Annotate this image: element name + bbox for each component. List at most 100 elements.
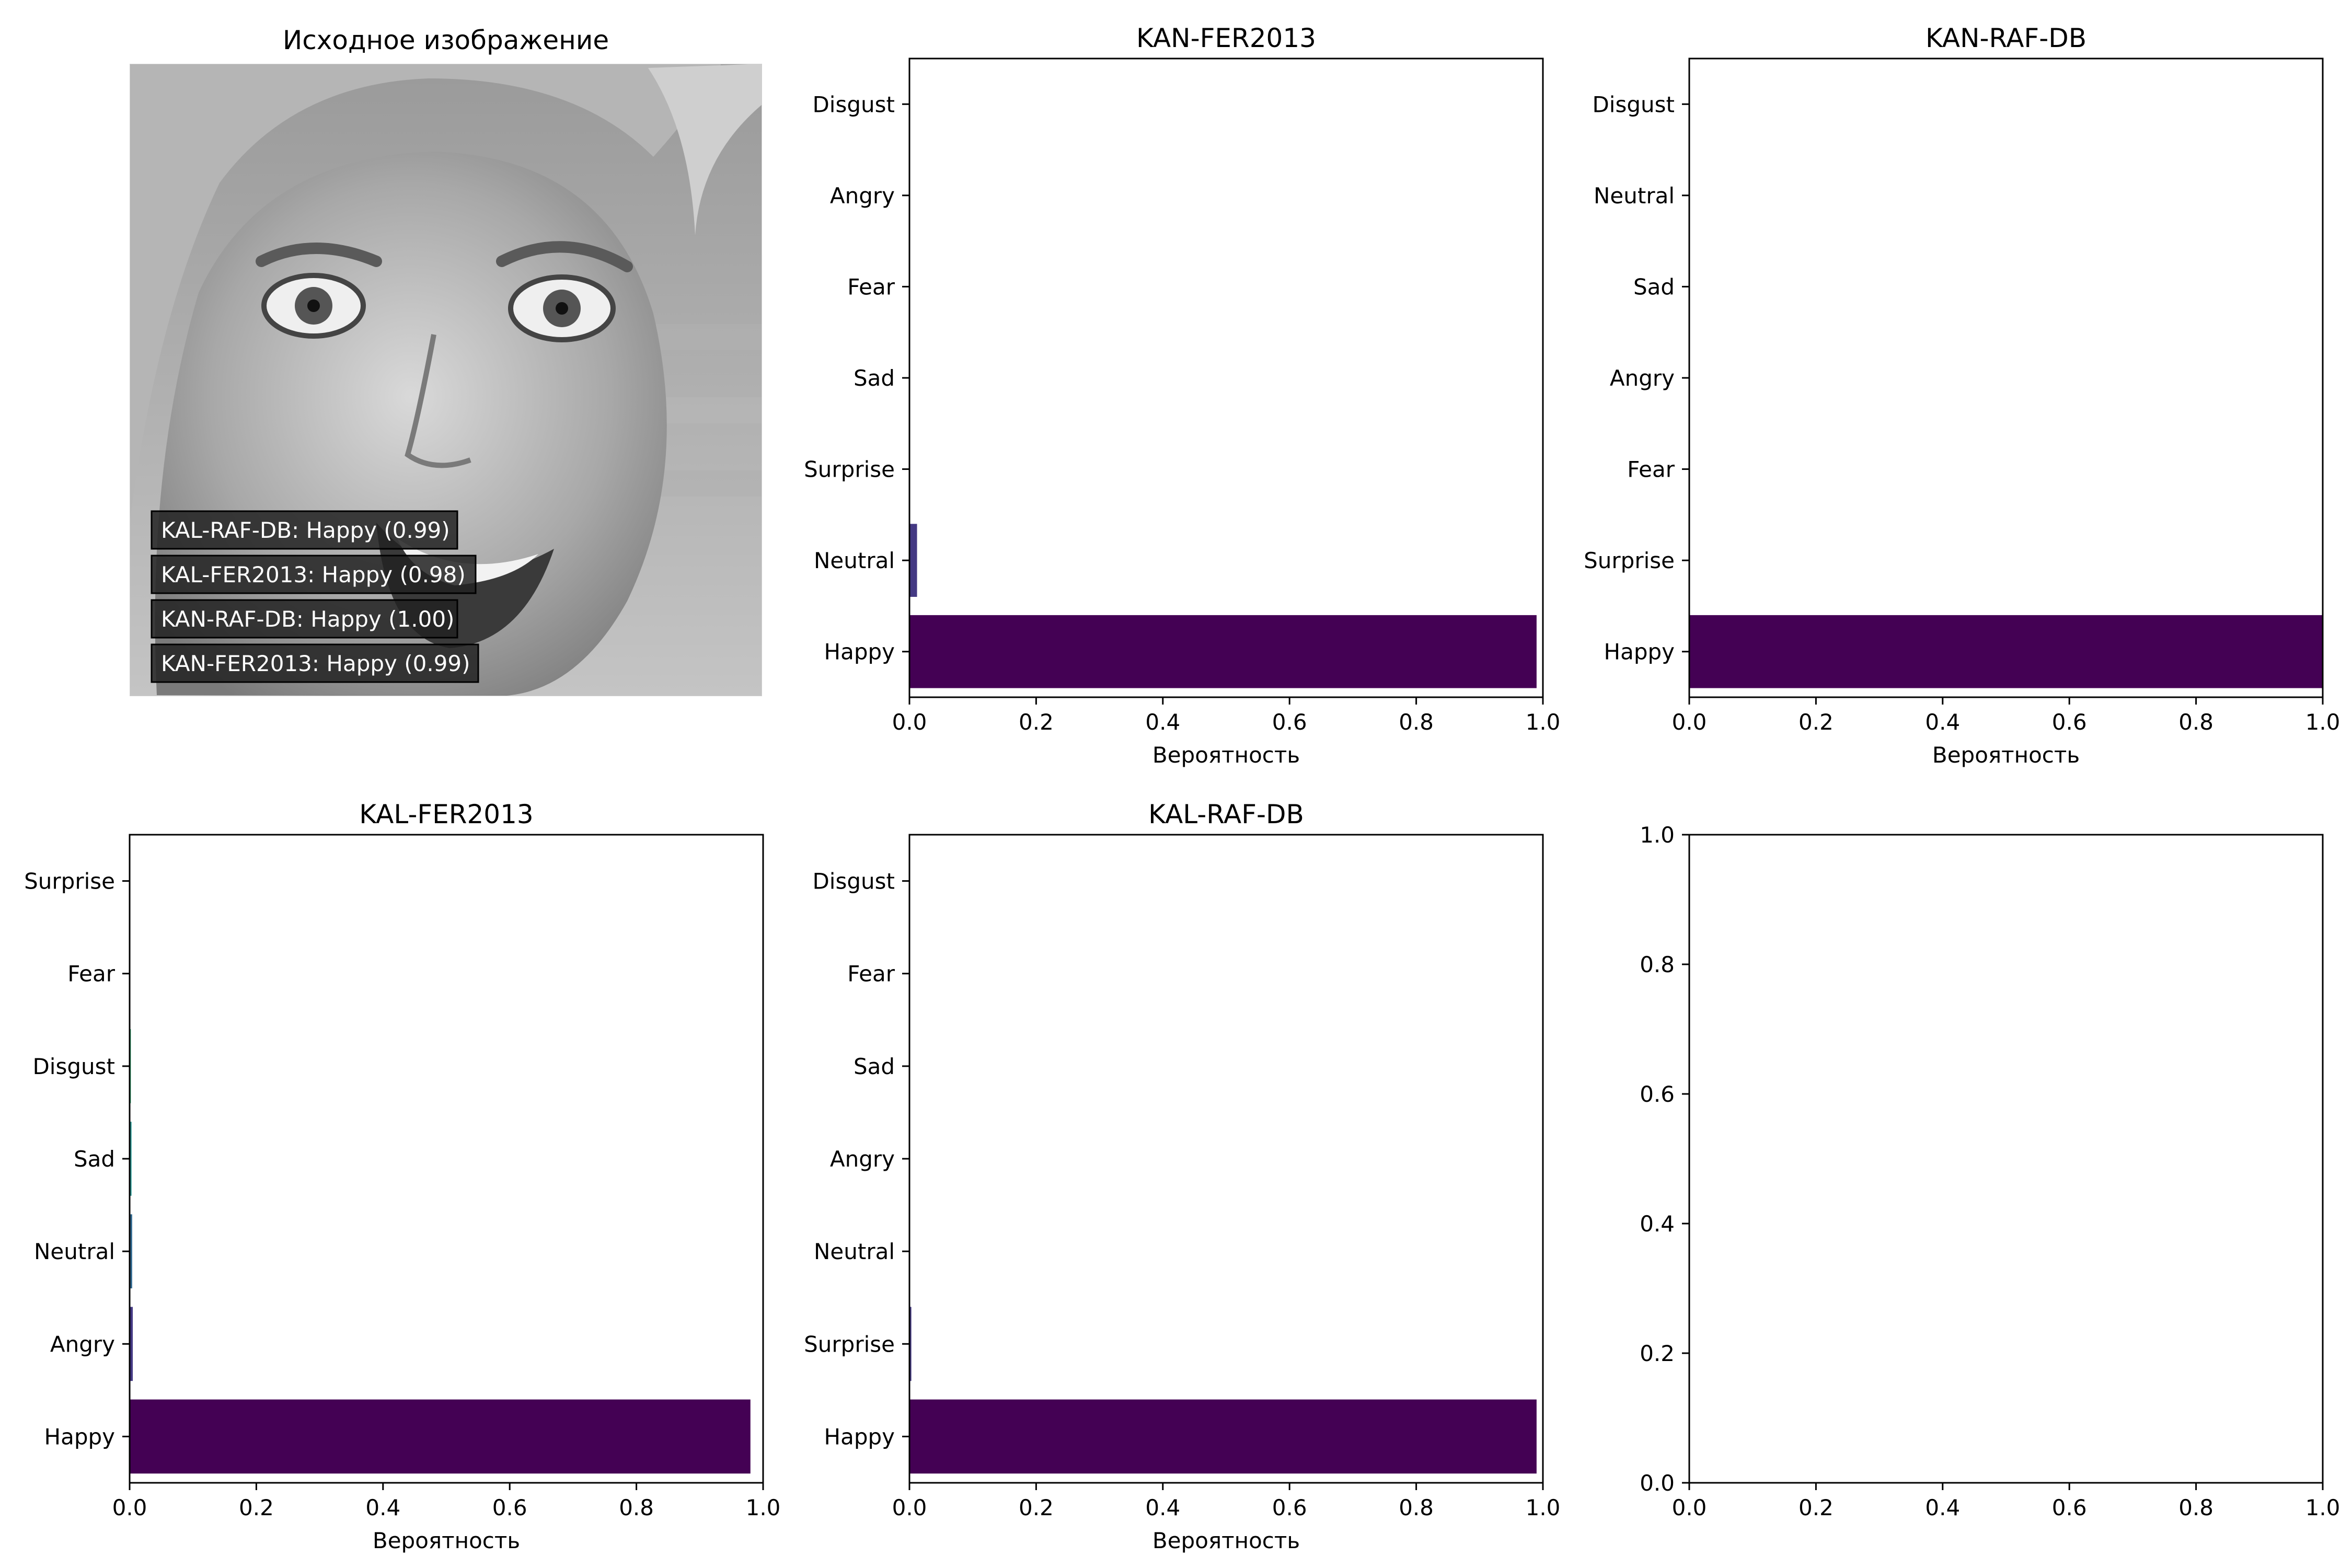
x-axis-label: Вероятность: [373, 1528, 520, 1553]
x-tick-label: 0.0: [892, 1495, 927, 1520]
x-tick-label: 0.2: [1798, 709, 1834, 735]
prediction-label: KAL-RAF-DB: Happy (0.99): [161, 517, 450, 543]
y-tick-label: Neutral: [814, 1239, 895, 1264]
y-tick-label: Disgust: [812, 91, 895, 117]
bar: [130, 1307, 133, 1381]
x-tick-label: 1.0: [1526, 709, 1561, 735]
y-tick-label: Happy: [824, 1424, 895, 1449]
bar: [1689, 615, 2323, 688]
prediction-box: [151, 555, 477, 594]
x-tick-label: 0.6: [1272, 709, 1307, 735]
y-tick-label: Fear: [847, 274, 895, 299]
chart-title: KAL-FER2013: [359, 799, 533, 829]
chart-panel-3: KAL-FER2013 Happy Angry Neutral Sad Disgust Fe…: [24, 799, 780, 1553]
y-tick-label: Happy: [44, 1424, 116, 1449]
prediction-label: KAN-FER2013: Happy (0.99): [161, 651, 470, 676]
x-tick-label: 0.4: [1925, 709, 1960, 735]
y-tick-label: Angry: [50, 1331, 115, 1357]
x-tick-label: 1.0: [2305, 709, 2341, 735]
x-tick-label: 0.2: [1019, 709, 1054, 735]
x-tick-label: 0.6: [2052, 1495, 2087, 1520]
y-tick-label: Surprise: [804, 1331, 895, 1357]
x-tick-label: 0.6: [1272, 1495, 1307, 1520]
x-tick-label: 0.4: [1145, 709, 1180, 735]
x-tick-label: 0.6: [492, 1495, 527, 1520]
y-tick-label: Surprise: [24, 869, 115, 894]
plot-frame: [908, 57, 1544, 698]
bar: [130, 1399, 751, 1474]
x-tick-label: 0.8: [2178, 1495, 2213, 1520]
plot-frame: [1688, 834, 2324, 1484]
y-tick-label: Sad: [1633, 274, 1675, 299]
y-tick-label: Disgust: [32, 1054, 115, 1079]
y-tick-label: Neutral: [34, 1239, 115, 1264]
x-axis-label: Вероятность: [1932, 742, 2080, 768]
y-tick-label: Surprise: [804, 457, 895, 482]
prediction-label: KAN-RAF-DB: Happy (1.00): [161, 606, 454, 632]
y-tick-label: 0.8: [1640, 952, 1675, 977]
y-tick-label: Angry: [830, 1146, 895, 1172]
plot-frame: [129, 834, 764, 1484]
y-tick-label: Sad: [854, 365, 895, 391]
plot-frame: [1688, 57, 2324, 698]
bar: [909, 1399, 1537, 1474]
y-tick-label: Fear: [1627, 457, 1675, 482]
chart-title: KAN-FER2013: [1136, 23, 1316, 53]
x-tick-label: 0.8: [619, 1495, 654, 1520]
y-tick-label: 0.6: [1640, 1081, 1675, 1107]
bar: [909, 524, 917, 597]
y-tick-label: Angry: [830, 183, 895, 209]
chart-title: KAL-RAF-DB: [1148, 799, 1304, 829]
x-tick-label: 0.4: [365, 1495, 400, 1520]
x-tick-label: 0.0: [892, 709, 927, 735]
x-tick-label: 0.6: [2052, 709, 2087, 735]
x-tick-label: 0.4: [1925, 1495, 1960, 1520]
y-tick-label: Neutral: [1594, 183, 1675, 209]
chart-panel-5: 0.0 0.2 0.4 0.6 0.8 1.0 0.0 0.2 0.4 0.6 0.8 1.0: [1640, 822, 2340, 1520]
y-tick-label: Disgust: [812, 869, 895, 894]
bar: [909, 615, 1537, 688]
prediction-label: KAL-FER2013: Happy (0.98): [161, 562, 466, 587]
y-tick-label: Happy: [1604, 639, 1675, 665]
y-tick-label: Angry: [1610, 365, 1675, 391]
charts: KAN-FER2013 Happy Neutral Surprise Sad Fear An…: [24, 23, 2340, 1553]
image-panel: Исходное изображение KAL-RAF-DB: Happy (…: [130, 25, 762, 696]
x-axis-label: Вероятность: [1152, 742, 1300, 768]
y-tick-label: Sad: [854, 1054, 895, 1079]
chart-panel-2: KAN-RAF-DB Happy Surprise Fear Angry Sad Neutr…: [1584, 23, 2340, 768]
x-tick-label: 1.0: [746, 1495, 781, 1520]
prediction-legend: KAL-RAF-DB: Happy (0.99) KAL-FER2013: Hap…: [151, 510, 479, 683]
y-tick-label: Happy: [824, 639, 895, 665]
bar: [130, 1122, 132, 1196]
x-tick-label: 1.0: [2305, 1495, 2341, 1520]
y-tick-label: 0.4: [1640, 1211, 1675, 1237]
y-tick-label: 0.2: [1640, 1341, 1675, 1366]
y-tick-label: Fear: [67, 961, 115, 987]
chart-panel-4: KAL-RAF-DB Happy Surprise Neutral Angry Sad Fe…: [804, 799, 1560, 1553]
image-panel-title: Исходное изображение: [283, 25, 609, 55]
x-tick-label: 0.2: [1019, 1495, 1054, 1520]
y-tick-label: Fear: [847, 961, 895, 987]
x-tick-label: 0.2: [1798, 1495, 1834, 1520]
x-tick-label: 1.0: [1526, 1495, 1561, 1520]
x-tick-label: 0.2: [239, 1495, 274, 1520]
chart-title: KAN-RAF-DB: [1926, 23, 2086, 53]
x-tick-label: 0.8: [1399, 709, 1434, 735]
x-tick-label: 0.0: [112, 1495, 147, 1520]
x-tick-label: 0.8: [1399, 1495, 1434, 1520]
x-tick-label: 0.8: [2178, 709, 2213, 735]
x-tick-label: 0.4: [1145, 1495, 1180, 1520]
prediction-box: [151, 599, 458, 639]
bar: [909, 1307, 912, 1381]
y-tick-label: Neutral: [814, 548, 895, 573]
y-tick-label: Surprise: [1584, 548, 1675, 573]
prediction-box: [151, 643, 479, 683]
y-tick-label: 0.0: [1640, 1470, 1675, 1496]
y-tick-label: Sad: [74, 1146, 115, 1172]
plot-frame: [908, 834, 1544, 1484]
y-tick-label: Disgust: [1592, 91, 1675, 117]
x-axis-label: Вероятность: [1152, 1528, 1300, 1553]
y-tick-label: 1.0: [1640, 822, 1675, 848]
bar: [130, 1214, 132, 1288]
